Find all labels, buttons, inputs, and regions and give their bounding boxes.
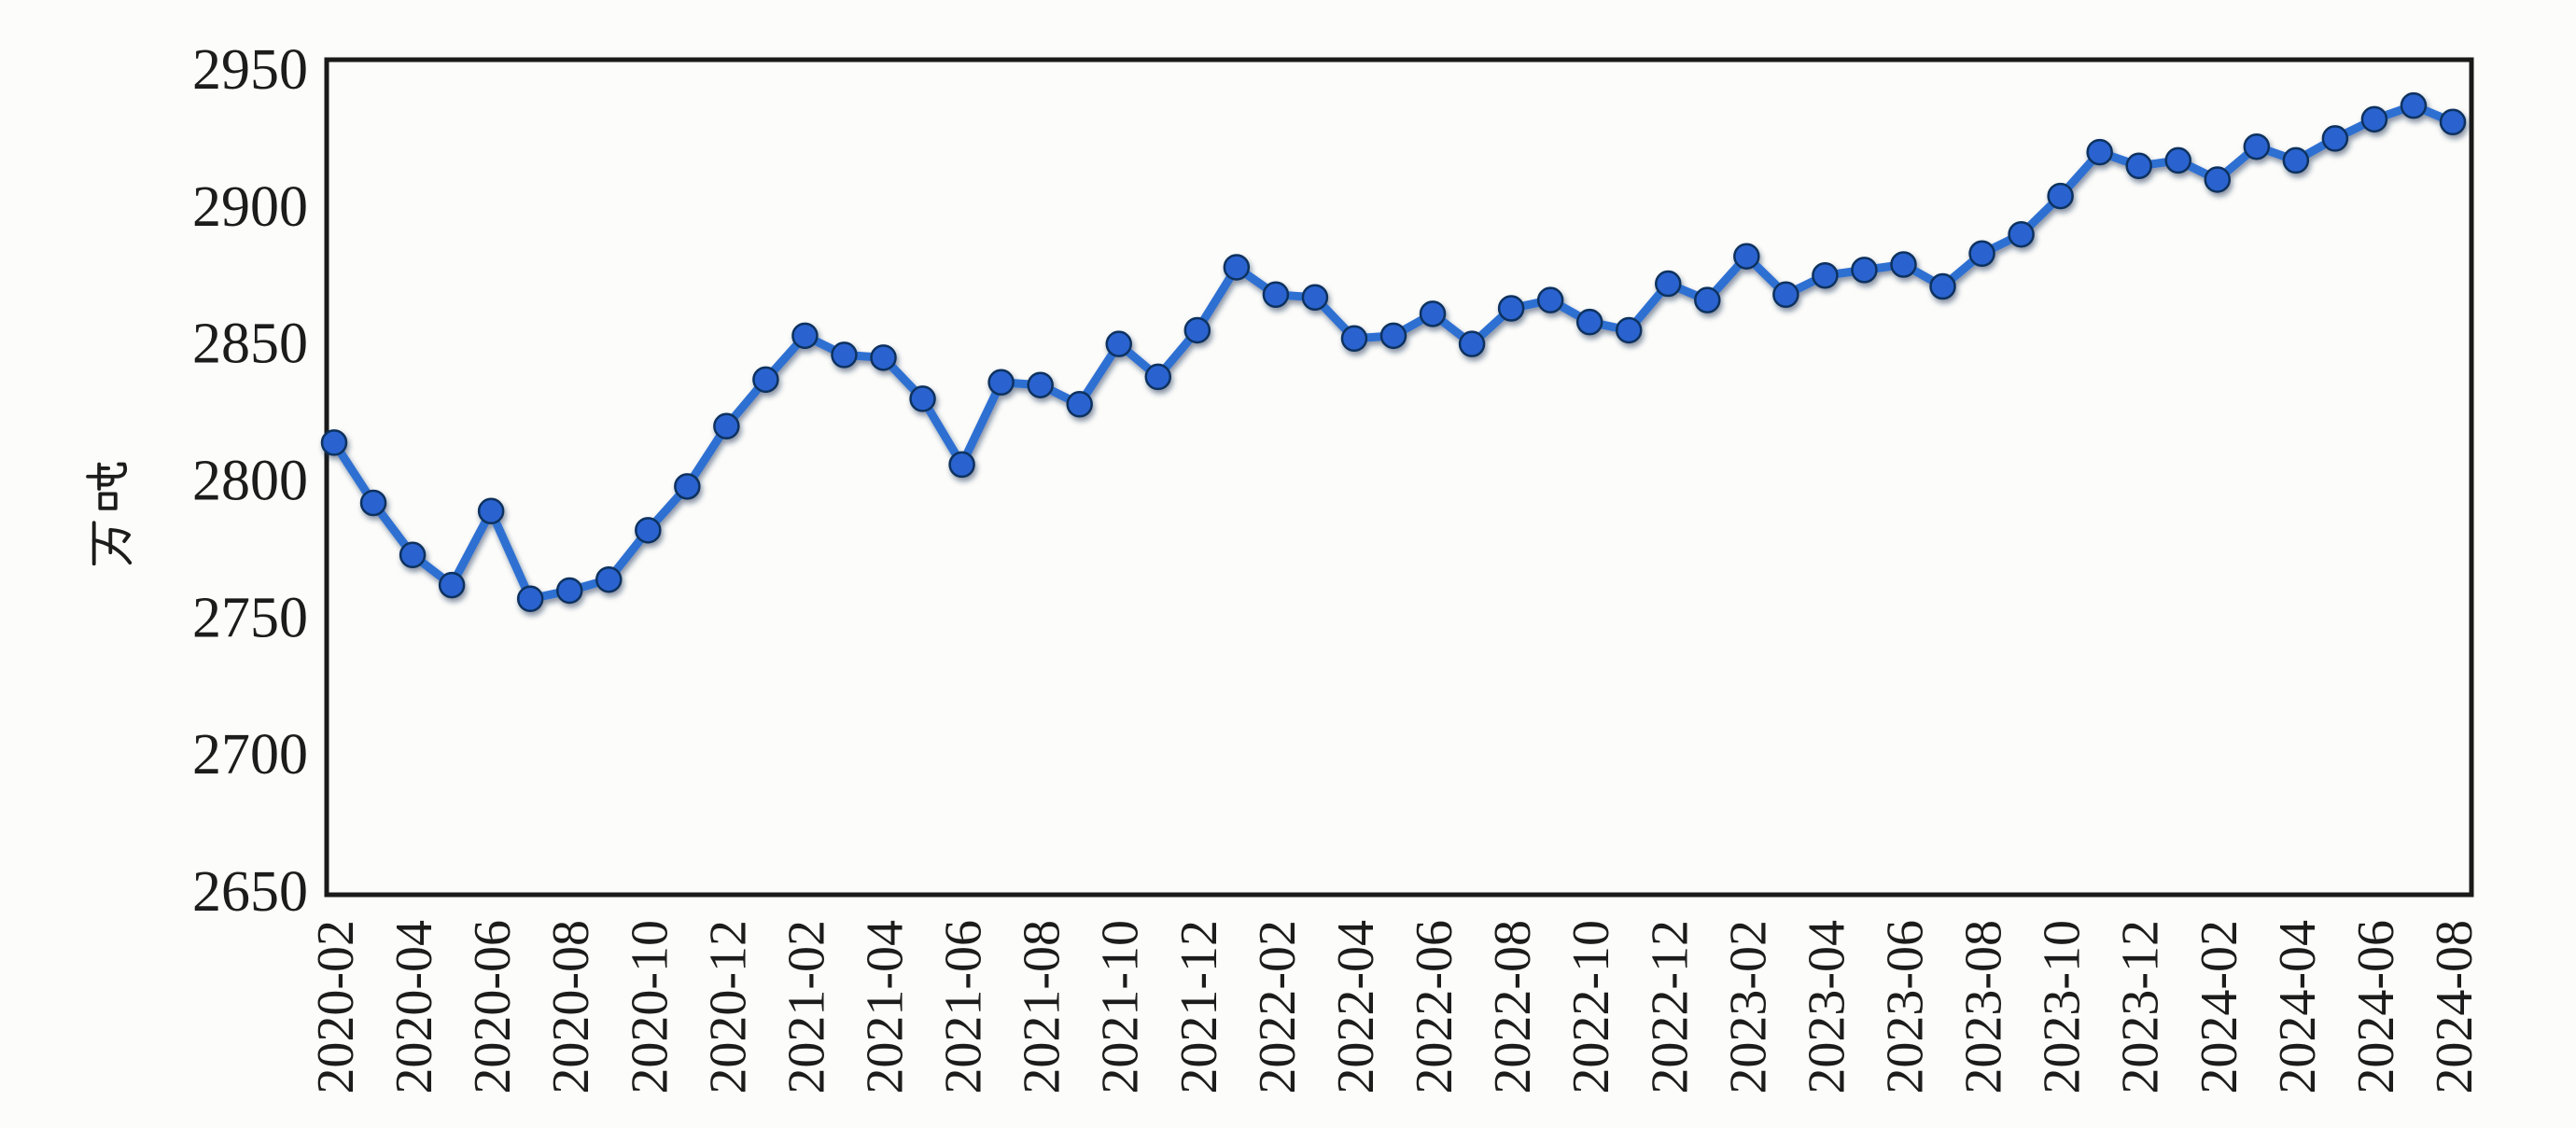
glyph-wan (91, 521, 133, 566)
data-point (635, 517, 662, 544)
y-tick-label: 2900 (192, 175, 308, 239)
data-point (1772, 281, 1799, 309)
x-tick-label: 2022-04 (1327, 920, 1385, 1094)
data-point (1536, 286, 1564, 313)
data-point (2243, 132, 2271, 160)
x-tick-label: 2021-10 (1092, 920, 1150, 1094)
x-tick-label: 2020-02 (307, 920, 365, 1094)
data-point (1066, 391, 1093, 418)
x-tick-label: 2021-02 (777, 920, 835, 1094)
y-tick-label: 2800 (192, 450, 308, 513)
data-point (1890, 251, 1917, 278)
x-tick-label: 2022-02 (1249, 920, 1307, 1094)
x-tick-label: 2024-06 (2347, 920, 2405, 1094)
x-tick-label: 2022-10 (1562, 920, 1620, 1094)
data-point (1615, 316, 1643, 344)
x-tick-label: 2020-04 (385, 920, 443, 1094)
data-point (2282, 146, 2310, 174)
data-point (1929, 272, 1956, 300)
data-point (1262, 281, 1290, 309)
y-axis-title (86, 462, 133, 566)
x-tick-label: 2020-10 (621, 920, 679, 1094)
x-tick-label: 2023-10 (2034, 920, 2092, 1094)
data-point (2400, 91, 2428, 119)
data-point (674, 473, 701, 500)
data-point (987, 369, 1015, 397)
x-tick-label: 2023-06 (1876, 920, 1934, 1094)
data-point (870, 344, 897, 371)
x-tick-label: 2022-06 (1406, 920, 1463, 1094)
data-point (555, 577, 583, 605)
data-point (516, 585, 544, 613)
y-tick-label: 2850 (192, 313, 308, 376)
data-point (2047, 182, 2074, 210)
glyph-dun (86, 462, 128, 510)
data-point (1458, 330, 1486, 357)
y-tick-label: 2950 (192, 38, 308, 102)
y-tick-label: 2700 (192, 723, 308, 787)
data-point (831, 341, 858, 369)
data-point (1223, 254, 1251, 281)
data-point (2439, 108, 2467, 136)
data-point (320, 429, 348, 456)
x-tick-label: 2021-04 (857, 920, 915, 1094)
x-tick-label: 2021-12 (1170, 920, 1228, 1094)
data-point (1733, 243, 1760, 270)
y-tick-label: 2750 (192, 586, 308, 649)
data-point (1105, 330, 1132, 357)
data-point (1183, 316, 1211, 344)
x-tick-label: 2022-12 (1641, 920, 1699, 1094)
x-tick-label: 2023-08 (1955, 920, 2013, 1094)
data-point (1144, 363, 1172, 391)
x-tick-label: 2020-06 (464, 920, 522, 1094)
data-point (438, 571, 466, 599)
data-point (1575, 308, 1603, 336)
data-point (1379, 322, 1407, 350)
y-tick-label: 2650 (192, 860, 308, 924)
data-point (1812, 262, 1839, 289)
x-tick-label: 2022-08 (1484, 920, 1542, 1094)
data-point (2164, 146, 2191, 174)
data-point (399, 541, 427, 569)
data-point (1497, 295, 1525, 322)
data-point (477, 497, 505, 525)
x-tick-label: 2020-08 (542, 920, 600, 1094)
data-point (2360, 105, 2388, 133)
data-point (2321, 125, 2349, 152)
data-point (2086, 138, 2113, 166)
data-point (1419, 300, 1447, 327)
data-point (752, 366, 779, 394)
data-point (1968, 240, 1995, 268)
plot-frame (324, 57, 2474, 898)
data-point (948, 451, 975, 479)
y-axis-tick-labels: 2650 2700 2750 2800 2850 2900 2950 (192, 38, 308, 924)
data-point (359, 489, 387, 517)
data-point (595, 565, 623, 593)
x-axis-tick-labels: 2020-02 2020-04 2020-06 2020-08 2020-10 2020-… (307, 920, 2484, 1094)
x-tick-label: 2024-08 (2426, 920, 2484, 1094)
data-point (1027, 371, 1054, 398)
data-point (2125, 152, 2152, 180)
data-point (1655, 270, 1682, 298)
x-tick-label: 2021-06 (935, 920, 993, 1094)
data-point (1694, 286, 1721, 313)
data-point (909, 385, 936, 412)
x-tick-label: 2023-04 (1798, 920, 1855, 1094)
data-point (2008, 220, 2035, 248)
x-tick-label: 2024-04 (2269, 920, 2327, 1094)
x-tick-label: 2023-02 (1719, 920, 1777, 1094)
data-point (1301, 284, 1329, 311)
data-point (1340, 325, 1368, 353)
x-tick-label: 2024-02 (2191, 920, 2248, 1094)
data-point (1851, 257, 1878, 284)
data-series (320, 91, 2467, 613)
data-point (713, 412, 740, 440)
x-tick-label: 2021-08 (1014, 920, 1071, 1094)
x-tick-label: 2023-12 (2112, 920, 2170, 1094)
data-point (2204, 166, 2232, 193)
data-point (791, 322, 819, 350)
x-tick-label: 2020-12 (699, 920, 757, 1094)
